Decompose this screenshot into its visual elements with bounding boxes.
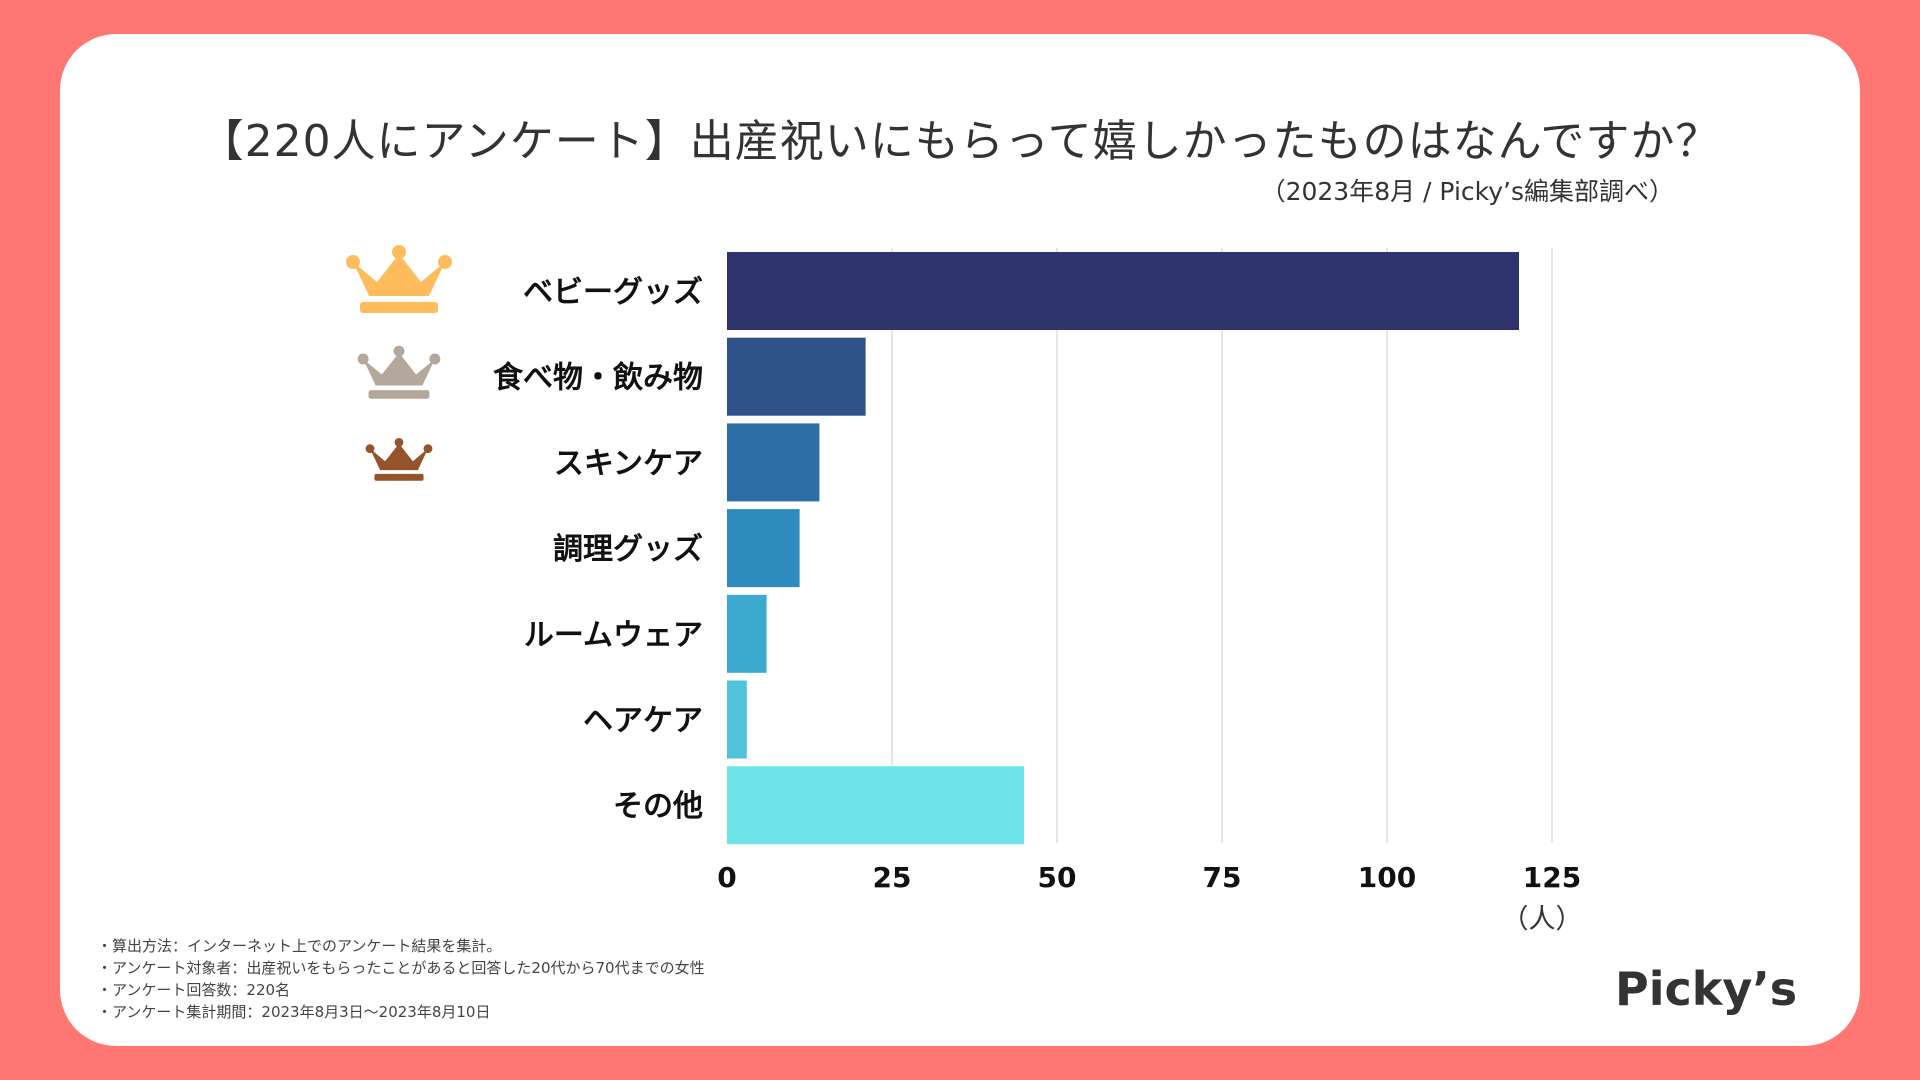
x-tick-label-25: 25 [873,861,912,894]
bar-3 [727,509,800,588]
category-label-2: スキンケア [554,446,703,481]
bar-0 [727,252,1519,330]
x-tick-label-0: 0 [717,861,736,894]
main-card [60,34,1860,1046]
gold-crown-icon [346,245,452,313]
footnotes: ・算出方法：インターネット上でのアンケート結果を集計。 ・アンケート対象者：出産… [97,935,705,1023]
footnote-target: ・アンケート対象者：出産祝いをもらったことがあると回答した20代から70代までの… [97,959,705,977]
category-label-5: ヘアケア [583,704,703,739]
x-tick-label-75: 75 [1203,861,1242,894]
footnote-method: ・算出方法：インターネット上でのアンケート結果を集計。 [97,937,502,955]
chart-subtitle: （2023年8月 / Picky’s編集部調べ） [1260,177,1674,206]
silver-crown-icon [357,345,441,399]
bronze-crown-icon [365,437,433,481]
category-label-1: 食べ物・飲み物 [493,361,703,396]
category-label-3: 調理グッズ [553,532,703,567]
x-tick-label-125: 125 [1523,861,1581,894]
picky-s-logo: Picky’s [1615,962,1798,1016]
category-label-6: その他 [613,789,703,824]
footnote-count: ・アンケート回答数：220名 [97,981,291,999]
bar-1 [727,337,866,416]
category-label-0: ベビーグッズ [523,275,703,310]
bar-5 [727,680,747,759]
chart-title: 【220人にアンケート】出産祝いにもらって嬉しかったものはなんですか？ [199,116,1721,167]
bar-2 [727,423,820,502]
x-tick-label-50: 50 [1038,861,1077,894]
bar-4 [727,594,767,673]
x-axis-unit-label: （人） [1502,904,1583,935]
bar-6 [727,766,1024,845]
category-label-4: ルームウェア [524,618,703,653]
x-tick-label-100: 100 [1358,861,1416,894]
footnote-period: ・アンケート集計期間：2023年8月3日〜2023年8月10日 [97,1003,491,1021]
